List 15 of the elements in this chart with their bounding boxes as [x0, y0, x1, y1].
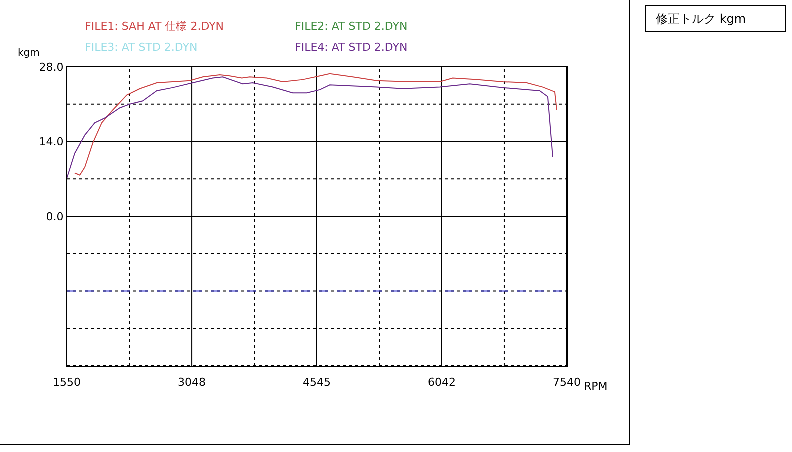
legend-label: FILE3: AT STD 2.DYN — [85, 41, 198, 54]
x-tick-label: 7540 — [553, 376, 581, 390]
text: FILE4: AT STD 2.DYN — [295, 41, 408, 54]
x-axis-title: RPM — [584, 380, 608, 393]
x-tick-label: 3048 — [178, 376, 206, 390]
text: FILE1: SAH AT 仕様 2.DYN — [85, 20, 224, 33]
y-tick-label: 0.0 — [46, 210, 64, 224]
x-tick-label: 4545 — [303, 376, 331, 390]
x-tick-label: 6042 — [428, 376, 456, 390]
legend-label: FILE2: AT STD 2.DYN — [295, 20, 408, 33]
y-axis-title: kgm — [18, 48, 40, 59]
y-tick-label: 28.0 — [39, 60, 64, 74]
x-tick-label: 1550 — [53, 376, 81, 390]
y-tick-label: 14.0 — [39, 136, 64, 149]
text: 修正トルク kgm — [645, 5, 786, 32]
